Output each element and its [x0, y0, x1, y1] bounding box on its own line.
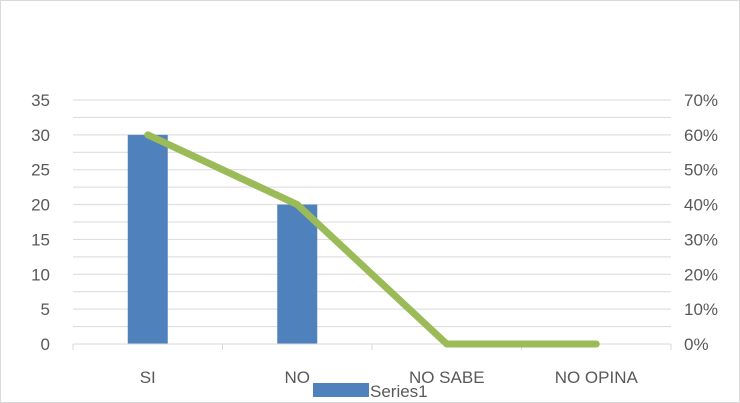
x-tick-label: NO — [285, 368, 311, 387]
x-tick-label: NO OPINA — [555, 368, 639, 387]
y-left-tick-label: 30 — [31, 126, 50, 145]
y-left-tick-label: 20 — [31, 196, 50, 215]
y-right-tick-label: 50% — [684, 161, 718, 180]
x-tick-label: SI — [140, 368, 156, 387]
bar-no — [277, 204, 318, 344]
legend: Series1 — [313, 382, 428, 401]
y-axis-right: 0% 10% 20% 30% 40% 50% 60% 70% — [684, 91, 718, 354]
y-right-tick-label: 60% — [684, 126, 718, 145]
y-right-tick-label: 20% — [684, 265, 718, 284]
bar-series — [127, 134, 318, 344]
y-left-tick-label: 15 — [31, 230, 50, 249]
x-axis-labels: SI NO NO SABE NO OPINA — [140, 368, 639, 387]
y-left-tick-label: 25 — [31, 161, 50, 180]
y-right-tick-label: 0% — [684, 335, 709, 354]
y-axis-left: 0 5 10 15 20 25 30 35 — [31, 91, 50, 354]
y-left-tick-label: 10 — [31, 265, 50, 284]
y-left-tick-label: 35 — [31, 91, 50, 110]
legend-swatch-series1 — [313, 383, 369, 397]
y-left-tick-label: 5 — [41, 300, 50, 319]
legend-label-series1: Series1 — [370, 382, 428, 401]
gridlines — [73, 99, 671, 328]
line-series — [144, 131, 600, 348]
y-left-tick-label: 0 — [41, 335, 50, 354]
line-path — [144, 131, 600, 348]
x-tick-label: NO SABE — [409, 368, 485, 387]
y-right-tick-label: 30% — [684, 230, 718, 249]
y-right-tick-label: 40% — [684, 196, 718, 215]
y-right-tick-label: 10% — [684, 300, 718, 319]
y-right-tick-label: 70% — [684, 91, 718, 110]
bar-si — [127, 134, 168, 344]
